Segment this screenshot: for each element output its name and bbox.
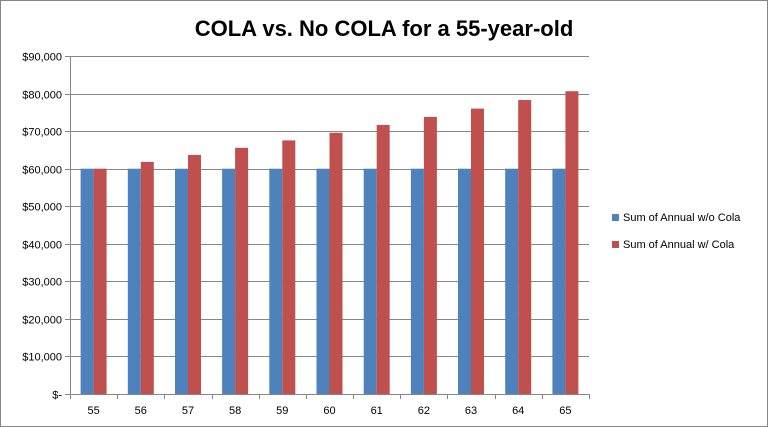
y-axis-ticks: $- $10,000 $20,000 $30,000 $40,000 $50,000 $60… [22, 52, 62, 402]
y-tick-label: $40,000 [22, 240, 62, 252]
bar-without-cola [458, 168, 471, 394]
bar-without-cola [127, 168, 141, 394]
bar-with-cola [188, 154, 201, 394]
chart-title: COLA vs. No COLA for a 55-year-old [195, 16, 574, 41]
y-tick-label: $30,000 [22, 277, 62, 289]
bar-without-cola [505, 168, 519, 394]
legend: Sum of Annual w/o Cola Sum of Annual w/ C… [612, 212, 741, 251]
bar-without-cola [363, 168, 377, 394]
x-tick-label: 61 [371, 405, 383, 417]
bar-without-cola [269, 168, 283, 394]
legend-label: Sum of Annual w/o Cola [623, 212, 741, 224]
bar-with-cola [518, 100, 532, 394]
bar-with-cola [376, 124, 390, 395]
y-tick-label: $80,000 [22, 90, 62, 102]
bar-with-cola [93, 168, 107, 394]
y-tick-label: $10,000 [22, 352, 62, 364]
x-tick-label: 55 [87, 405, 99, 417]
x-tick-label: 56 [135, 405, 147, 417]
y-tick-label: $70,000 [22, 127, 62, 139]
bar-without-cola [410, 168, 424, 394]
x-tick-label: 65 [559, 405, 571, 417]
bar-with-cola [423, 116, 437, 395]
x-tick-label: 57 [182, 405, 194, 417]
bar-with-cola [471, 108, 484, 394]
bar-with-cola [565, 91, 579, 394]
x-tick-label: 60 [323, 405, 335, 417]
bars [80, 91, 579, 395]
y-tick-label: $20,000 [22, 315, 62, 327]
x-tick-label: 62 [418, 405, 430, 417]
legend-swatch [612, 214, 619, 221]
legend-label: Sum of Annual w/ Cola [623, 239, 735, 251]
y-tick-label: $90,000 [22, 52, 62, 64]
y-tick-label: $50,000 [22, 202, 62, 214]
bar-with-cola [282, 140, 296, 394]
x-tick-label: 59 [276, 405, 288, 417]
x-tick-label: 64 [512, 405, 524, 417]
axes [65, 56, 590, 399]
y-tick-label: $60,000 [22, 165, 62, 177]
bar-without-cola [80, 168, 94, 394]
x-tick-label: 58 [229, 405, 241, 417]
bar-without-cola [316, 168, 330, 394]
bar-without-cola [222, 168, 236, 394]
bar-with-cola [329, 132, 343, 395]
bar-with-cola [140, 161, 154, 394]
legend-swatch [612, 241, 619, 248]
y-tick-label: $- [52, 390, 62, 402]
bar-without-cola [552, 168, 566, 394]
bar-without-cola [175, 168, 188, 394]
bar-with-cola [235, 147, 249, 394]
x-tick-label: 63 [465, 405, 477, 417]
x-axis-ticks: 55 56 57 58 59 60 61 62 63 64 65 [87, 405, 571, 417]
